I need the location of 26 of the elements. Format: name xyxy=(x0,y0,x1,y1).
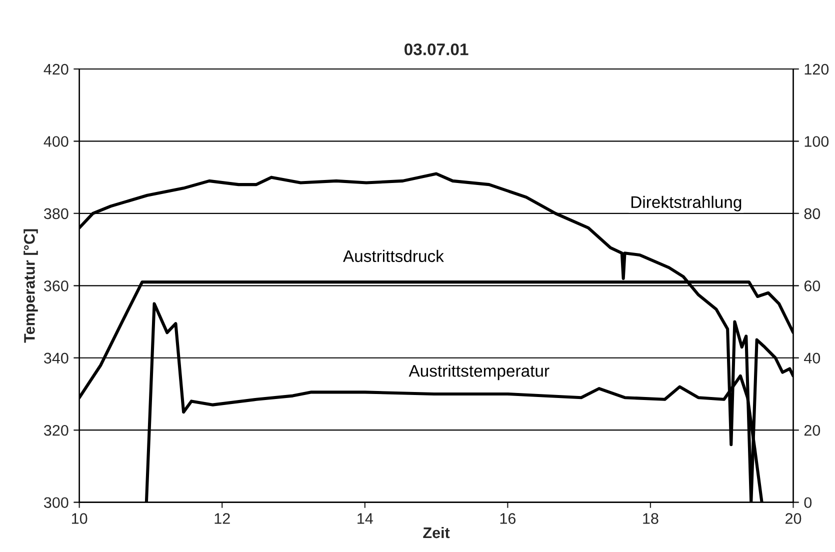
x-tick-label: 20 xyxy=(786,513,802,524)
y2-tick-label: 0 xyxy=(804,497,812,508)
y2-tick-label: 100 xyxy=(804,136,829,147)
chart-title: 03.07.01 xyxy=(404,43,468,56)
y-tick-label: 360 xyxy=(44,280,68,292)
y-tick-label: 400 xyxy=(44,136,68,147)
x-tick-label: 16 xyxy=(500,513,516,524)
y-tick-label: 300 xyxy=(44,497,68,508)
y-axis-title: Temperatur [°C] xyxy=(24,229,38,343)
x-tick-label: 10 xyxy=(72,513,88,524)
x-tick-label: 18 xyxy=(643,513,658,524)
x-tick-label: 14 xyxy=(358,513,373,524)
y-tick-label: 320 xyxy=(44,424,68,436)
x-axis-title: Zeit xyxy=(423,526,450,538)
y2-tick-label: 40 xyxy=(804,352,820,364)
x-tick-label: 12 xyxy=(214,513,230,524)
series-label: Austrittstemperatur xyxy=(408,364,550,380)
series-label: Austrittsdruck xyxy=(343,250,444,262)
y-tick-label: 340 xyxy=(44,352,68,364)
text: Direktstrahlung xyxy=(631,196,742,212)
y2-tick-label: 120 xyxy=(804,64,829,75)
y-tick-label: 420 xyxy=(44,64,68,75)
y-tick-label: 380 xyxy=(44,208,68,220)
y2-tick-label: 20 xyxy=(804,424,820,436)
y2-tick-label: 80 xyxy=(804,208,820,220)
y2-tick-label: 60 xyxy=(804,280,820,292)
